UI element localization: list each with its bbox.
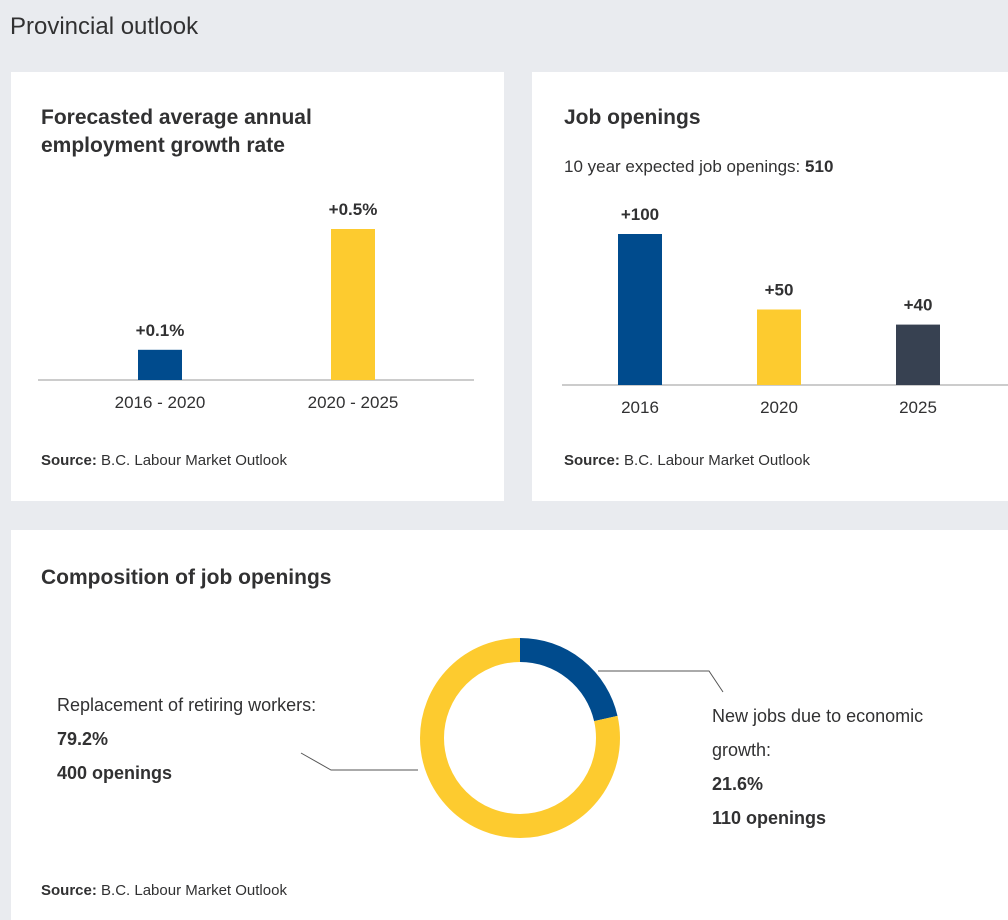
composition-source-text: B.C. Labour Market Outlook	[101, 882, 287, 899]
composition-card: Composition of job openings Replacement …	[11, 530, 1008, 920]
job-openings-source-text: B.C. Labour Market Outlook	[624, 452, 810, 469]
replacement-openings: 400 openings	[57, 763, 173, 783]
growth-tick-label-1: 2020 - 2025	[308, 393, 399, 412]
job-openings-card: Job openings 10 year expected job openin…	[532, 72, 1008, 501]
growth-bar-0	[138, 349, 182, 380]
composition-source: Source: B.C. Labour Market Outlook	[41, 882, 287, 899]
openings-tick-label-2: 2025	[899, 398, 937, 417]
job-openings-total: 510	[805, 157, 834, 176]
replacement-label-block: Replacement of retiring workers: 79.2% 4…	[57, 688, 316, 790]
new-jobs-label-block: New jobs due to economic growth: 21.6% 1…	[712, 699, 923, 835]
openings-value-label-2: +40	[904, 296, 933, 315]
replacement-label: Replacement of retiring workers:	[57, 695, 317, 715]
openings-value-label-1: +50	[765, 281, 794, 300]
job-openings-subtitle-prefix: 10 year expected job openings:	[564, 157, 801, 176]
growth-source: Source: B.C. Labour Market Outlook	[41, 452, 287, 469]
growth-value-label-1: +0.5%	[329, 200, 378, 219]
new-jobs-label-line2: growth:	[712, 740, 772, 760]
new-jobs-leader-line	[598, 670, 724, 693]
job-openings-chart: +100 2016 +50 2020 +40 2025	[562, 205, 1008, 417]
composition-donut-chart	[300, 638, 724, 838]
growth-bar-1	[331, 229, 375, 380]
job-openings-source-label: Source:	[564, 452, 620, 469]
new-jobs-openings: 110 openings	[712, 808, 827, 828]
openings-bar-1	[757, 309, 801, 385]
replacement-leader-line	[300, 752, 418, 771]
new-jobs-label-line1: New jobs due to economic	[712, 706, 924, 726]
composition-title: Composition of job openings	[41, 566, 332, 589]
job-openings-title: Job openings	[564, 106, 701, 129]
openings-value-label-0: +100	[621, 205, 659, 224]
growth-rate-card: Forecasted average annual employment gro…	[11, 72, 504, 501]
growth-rate-title: Forecasted average annual employment gro…	[41, 104, 312, 160]
donut-slice-1	[420, 638, 620, 838]
page-title: Provincial outlook	[10, 13, 199, 40]
growth-value-label-0: +0.1%	[136, 321, 185, 340]
growth-rate-chart: +0.1% 2016 - 2020 +0.5% 2020 - 2025	[38, 200, 474, 412]
new-jobs-percent: 21.6%	[712, 774, 764, 794]
growth-source-text: B.C. Labour Market Outlook	[101, 452, 287, 469]
growth-tick-label-0: 2016 - 2020	[115, 393, 206, 412]
openings-bar-0	[618, 234, 662, 385]
composition-source-label: Source:	[41, 882, 97, 899]
growth-rate-title-line1: Forecasted average annual	[41, 106, 312, 129]
openings-tick-label-1: 2020	[760, 398, 798, 417]
growth-rate-title-line2: employment growth rate	[41, 134, 285, 157]
growth-source-label: Source:	[41, 452, 97, 469]
donut-slices	[420, 638, 620, 838]
job-openings-source: Source: B.C. Labour Market Outlook	[564, 452, 810, 469]
replacement-percent: 79.2%	[57, 729, 109, 749]
job-openings-subtitle: 10 year expected job openings: 510	[564, 157, 833, 177]
openings-bar-2	[896, 324, 940, 385]
openings-tick-label-0: 2016	[621, 398, 659, 417]
